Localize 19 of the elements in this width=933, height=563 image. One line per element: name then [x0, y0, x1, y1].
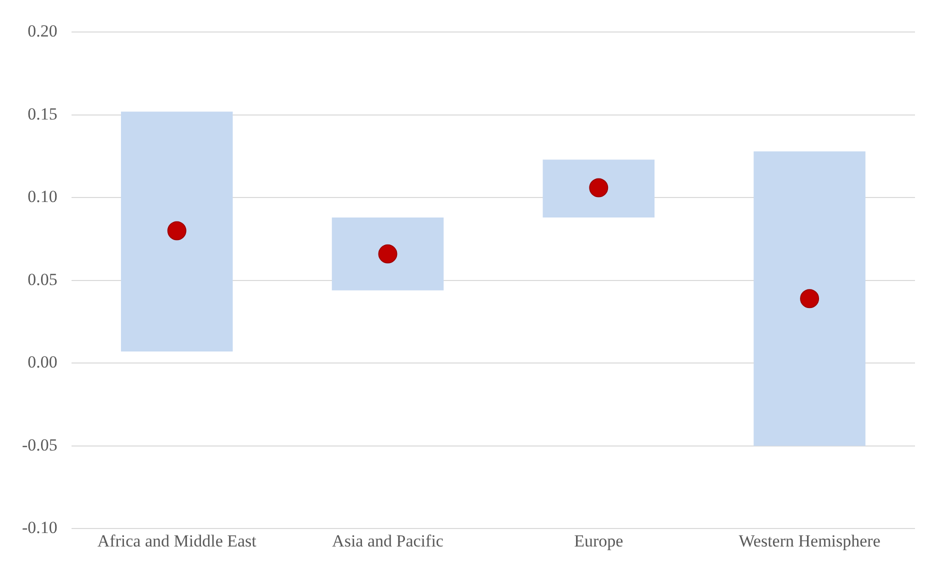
point — [800, 289, 820, 308]
y-tick-label: 0.00 — [28, 352, 58, 372]
y-tick-label: -0.05 — [22, 435, 58, 454]
x-tick-label: Asia and Pacific — [332, 531, 444, 550]
y-tick-label: 0.15 — [28, 104, 58, 124]
y-tick-label: 0.10 — [28, 187, 58, 206]
x-tick-label: Africa and Middle East — [97, 531, 257, 550]
bar — [754, 151, 866, 446]
y-tick-label: 0.05 — [28, 270, 58, 289]
bar — [120, 112, 233, 352]
y-tick-label: 0.20 — [28, 22, 58, 41]
point — [378, 244, 398, 264]
bar — [332, 218, 444, 290]
bar — [542, 160, 655, 218]
x-tick-label: Europe — [574, 531, 624, 550]
point — [589, 178, 608, 198]
point — [167, 221, 186, 240]
x-tick-label: Western Hemisphere — [738, 531, 880, 550]
y-tick-label: -0.10 — [22, 518, 58, 538]
